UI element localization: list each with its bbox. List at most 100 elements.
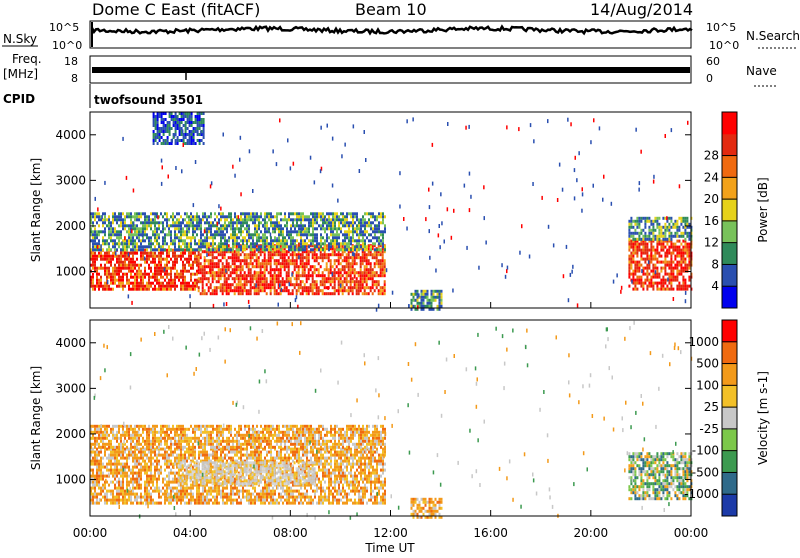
power-colorbar-label: Power [dB] bbox=[756, 177, 770, 242]
echo-cell bbox=[346, 218, 348, 221]
echo-cell bbox=[172, 261, 174, 264]
echo-cell bbox=[433, 296, 435, 299]
echo-cell bbox=[138, 248, 140, 251]
echo-cell bbox=[230, 227, 232, 230]
echo-cell bbox=[182, 267, 184, 270]
echo-cell bbox=[688, 252, 690, 255]
echo-cell bbox=[284, 268, 286, 271]
echo-cell bbox=[672, 261, 674, 264]
echo-cell bbox=[186, 451, 188, 454]
echo-cell bbox=[668, 226, 670, 229]
echo-cell bbox=[184, 270, 186, 273]
echo-cell bbox=[278, 268, 280, 271]
echo-cell bbox=[272, 245, 274, 248]
echo-cell bbox=[322, 236, 324, 239]
echo-cell bbox=[238, 277, 240, 280]
echo-cell bbox=[682, 279, 684, 282]
echo-cell bbox=[282, 262, 284, 265]
echo-cell bbox=[140, 472, 142, 475]
echo-cell bbox=[678, 255, 680, 258]
echo-cell bbox=[136, 460, 138, 463]
echo-cell bbox=[312, 289, 314, 292]
echo-cell bbox=[240, 292, 242, 295]
echo-cell bbox=[120, 454, 122, 457]
echo-cell bbox=[360, 256, 362, 259]
echo-cell bbox=[324, 227, 326, 230]
echo-cell bbox=[288, 265, 290, 268]
echo-cell bbox=[258, 283, 260, 286]
echo-cell bbox=[156, 233, 158, 236]
scatter-echo bbox=[506, 269, 508, 273]
echo-cell bbox=[206, 227, 208, 230]
echo-cell bbox=[112, 245, 114, 248]
echo-cell bbox=[340, 274, 342, 277]
echo-cell bbox=[140, 451, 142, 454]
echo-cell bbox=[362, 236, 364, 239]
echo-cell bbox=[666, 261, 668, 264]
scatter-echo bbox=[518, 127, 520, 131]
echo-cell bbox=[118, 245, 120, 248]
echo-cell bbox=[100, 466, 102, 469]
echo-cell bbox=[346, 230, 348, 233]
echo-cell bbox=[248, 215, 250, 218]
echo-cell bbox=[638, 223, 640, 226]
echo-cell bbox=[312, 277, 314, 280]
echo-cell bbox=[193, 142, 195, 145]
echo-cell bbox=[688, 279, 690, 282]
echo-cell bbox=[142, 276, 144, 279]
echo-cell bbox=[314, 265, 316, 268]
echo-cell bbox=[144, 288, 146, 291]
echo-cell bbox=[114, 239, 116, 242]
echo-cell bbox=[178, 227, 180, 230]
echo-cell bbox=[236, 224, 238, 227]
echo-cell bbox=[216, 274, 218, 277]
echo-cell bbox=[214, 248, 216, 251]
echo-cell bbox=[165, 139, 167, 142]
echo-cell bbox=[108, 499, 110, 502]
echo-cell bbox=[678, 249, 680, 252]
echo-cell bbox=[286, 253, 288, 256]
echo-cell bbox=[382, 221, 384, 224]
echo-cell bbox=[122, 267, 124, 270]
echo-cell bbox=[668, 282, 670, 285]
echo-cell bbox=[120, 463, 122, 466]
echo-cell bbox=[382, 242, 384, 245]
echo-cell bbox=[684, 243, 686, 246]
echo-cell bbox=[688, 243, 690, 246]
echo-cell bbox=[652, 276, 654, 279]
echo-cell bbox=[160, 264, 162, 267]
echo-cell bbox=[362, 283, 364, 286]
echo-cell bbox=[178, 273, 180, 276]
echo-cell bbox=[94, 475, 96, 478]
echo-cell bbox=[352, 256, 354, 259]
echo-cell bbox=[122, 212, 124, 215]
scatter-echo bbox=[189, 294, 191, 298]
echo-cell bbox=[374, 274, 376, 277]
echo-cell bbox=[242, 212, 244, 215]
echo-cell bbox=[322, 271, 324, 274]
echo-cell bbox=[144, 218, 146, 221]
scatter-echo bbox=[581, 209, 583, 213]
echo-cell bbox=[264, 274, 266, 277]
echo-cell bbox=[174, 448, 176, 451]
echo-cell bbox=[214, 265, 216, 268]
echo-cell bbox=[108, 248, 110, 251]
echo-cell bbox=[630, 243, 632, 246]
echo-cell bbox=[328, 215, 330, 218]
echo-cell bbox=[154, 264, 156, 267]
echo-cell bbox=[316, 259, 318, 262]
echo-cell bbox=[362, 239, 364, 242]
echo-cell bbox=[433, 299, 435, 302]
echo-cell bbox=[104, 242, 106, 245]
echo-cell bbox=[186, 487, 188, 490]
echo-cell bbox=[92, 264, 94, 267]
echo-cell bbox=[664, 226, 666, 229]
echo-cell bbox=[680, 261, 682, 264]
echo-cell bbox=[262, 236, 264, 239]
echo-cell bbox=[176, 212, 178, 215]
echo-cell bbox=[228, 256, 230, 259]
echo-cell bbox=[158, 282, 160, 285]
echo-cell bbox=[344, 245, 346, 248]
echo-cell bbox=[441, 293, 443, 296]
echo-cell bbox=[208, 224, 210, 227]
